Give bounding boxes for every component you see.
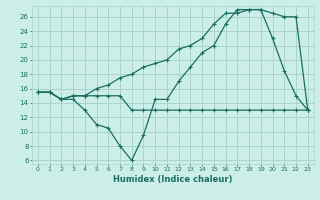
X-axis label: Humidex (Indice chaleur): Humidex (Indice chaleur) [113, 175, 233, 184]
